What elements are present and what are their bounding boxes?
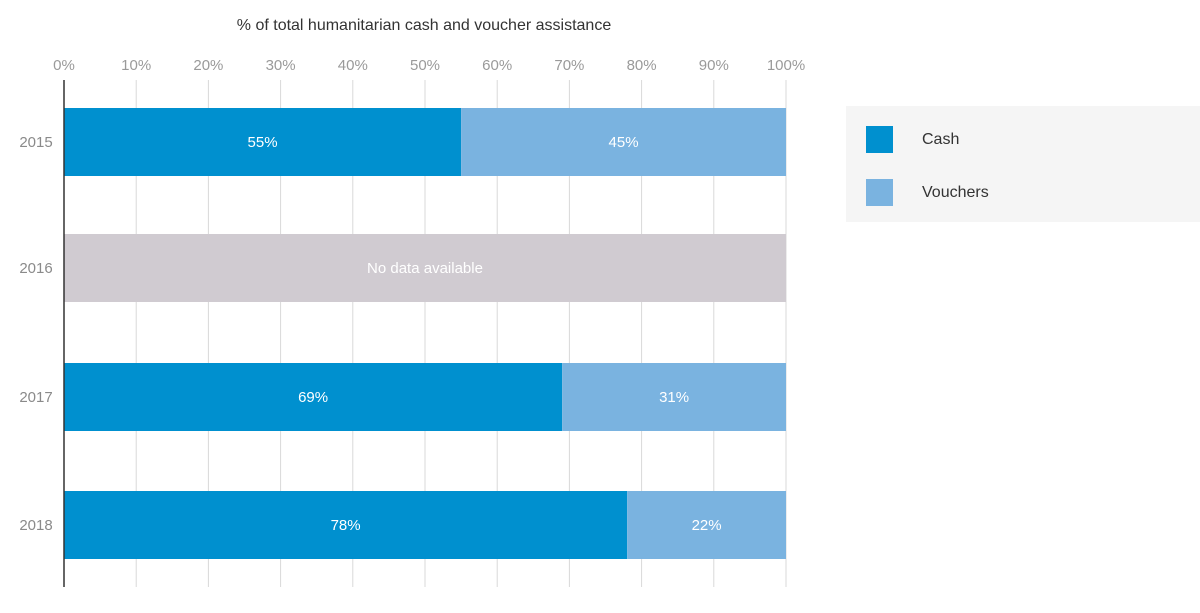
x-tick-label: 100% bbox=[767, 57, 805, 74]
x-tick-label: 0% bbox=[53, 57, 75, 74]
y-category-label: 2016 bbox=[19, 260, 52, 277]
chart-title: % of total humanitarian cash and voucher… bbox=[237, 17, 612, 34]
legend-item-vouchers: Vouchers bbox=[866, 179, 989, 206]
bar-segment-vouchers bbox=[461, 108, 786, 176]
legend-swatch-vouchers bbox=[866, 179, 893, 206]
x-tick-label: 40% bbox=[338, 57, 368, 74]
x-tick-label: 70% bbox=[554, 57, 584, 74]
data-label: 22% bbox=[692, 517, 722, 534]
no-data-label: No data available bbox=[367, 260, 483, 277]
x-tick-labels: 0% 10% 20% 30% 40% 50% 60% 70% 80% 90% 100% bbox=[53, 57, 805, 74]
data-label: 69% bbox=[298, 389, 328, 406]
legend-swatch-cash bbox=[866, 126, 893, 153]
x-tick-label: 10% bbox=[121, 57, 151, 74]
y-category-label: 2017 bbox=[19, 389, 52, 406]
x-tick-label: 90% bbox=[699, 57, 729, 74]
x-tick-label: 50% bbox=[410, 57, 440, 74]
bar-segment-vouchers bbox=[627, 491, 786, 559]
x-tick-label: 20% bbox=[193, 57, 223, 74]
data-label: 45% bbox=[609, 134, 639, 151]
legend-label-cash: Cash bbox=[922, 130, 960, 148]
x-tick-label: 30% bbox=[266, 57, 296, 74]
bar-segment-cash bbox=[64, 491, 628, 559]
data-label: 78% bbox=[331, 517, 361, 534]
legend-label-vouchers: Vouchers bbox=[922, 183, 989, 201]
bars: 55% 45% No data available 69% 31% 78% 22% bbox=[64, 108, 786, 559]
bar-segment-vouchers bbox=[562, 363, 786, 431]
bar-segment-cash bbox=[64, 363, 563, 431]
data-label: 55% bbox=[248, 134, 278, 151]
y-category-label: 2015 bbox=[19, 134, 52, 151]
legend-item-cash: Cash bbox=[866, 126, 959, 153]
data-label: 31% bbox=[659, 389, 689, 406]
bar-segment-cash bbox=[64, 108, 462, 176]
no-data-bar bbox=[64, 234, 786, 302]
legend: Cash Vouchers bbox=[846, 106, 1200, 222]
x-tick-label: 60% bbox=[482, 57, 512, 74]
y-category-labels: 2015 2016 2017 2018 bbox=[19, 134, 52, 534]
x-tick-label: 80% bbox=[627, 57, 657, 74]
y-category-label: 2018 bbox=[19, 517, 52, 534]
